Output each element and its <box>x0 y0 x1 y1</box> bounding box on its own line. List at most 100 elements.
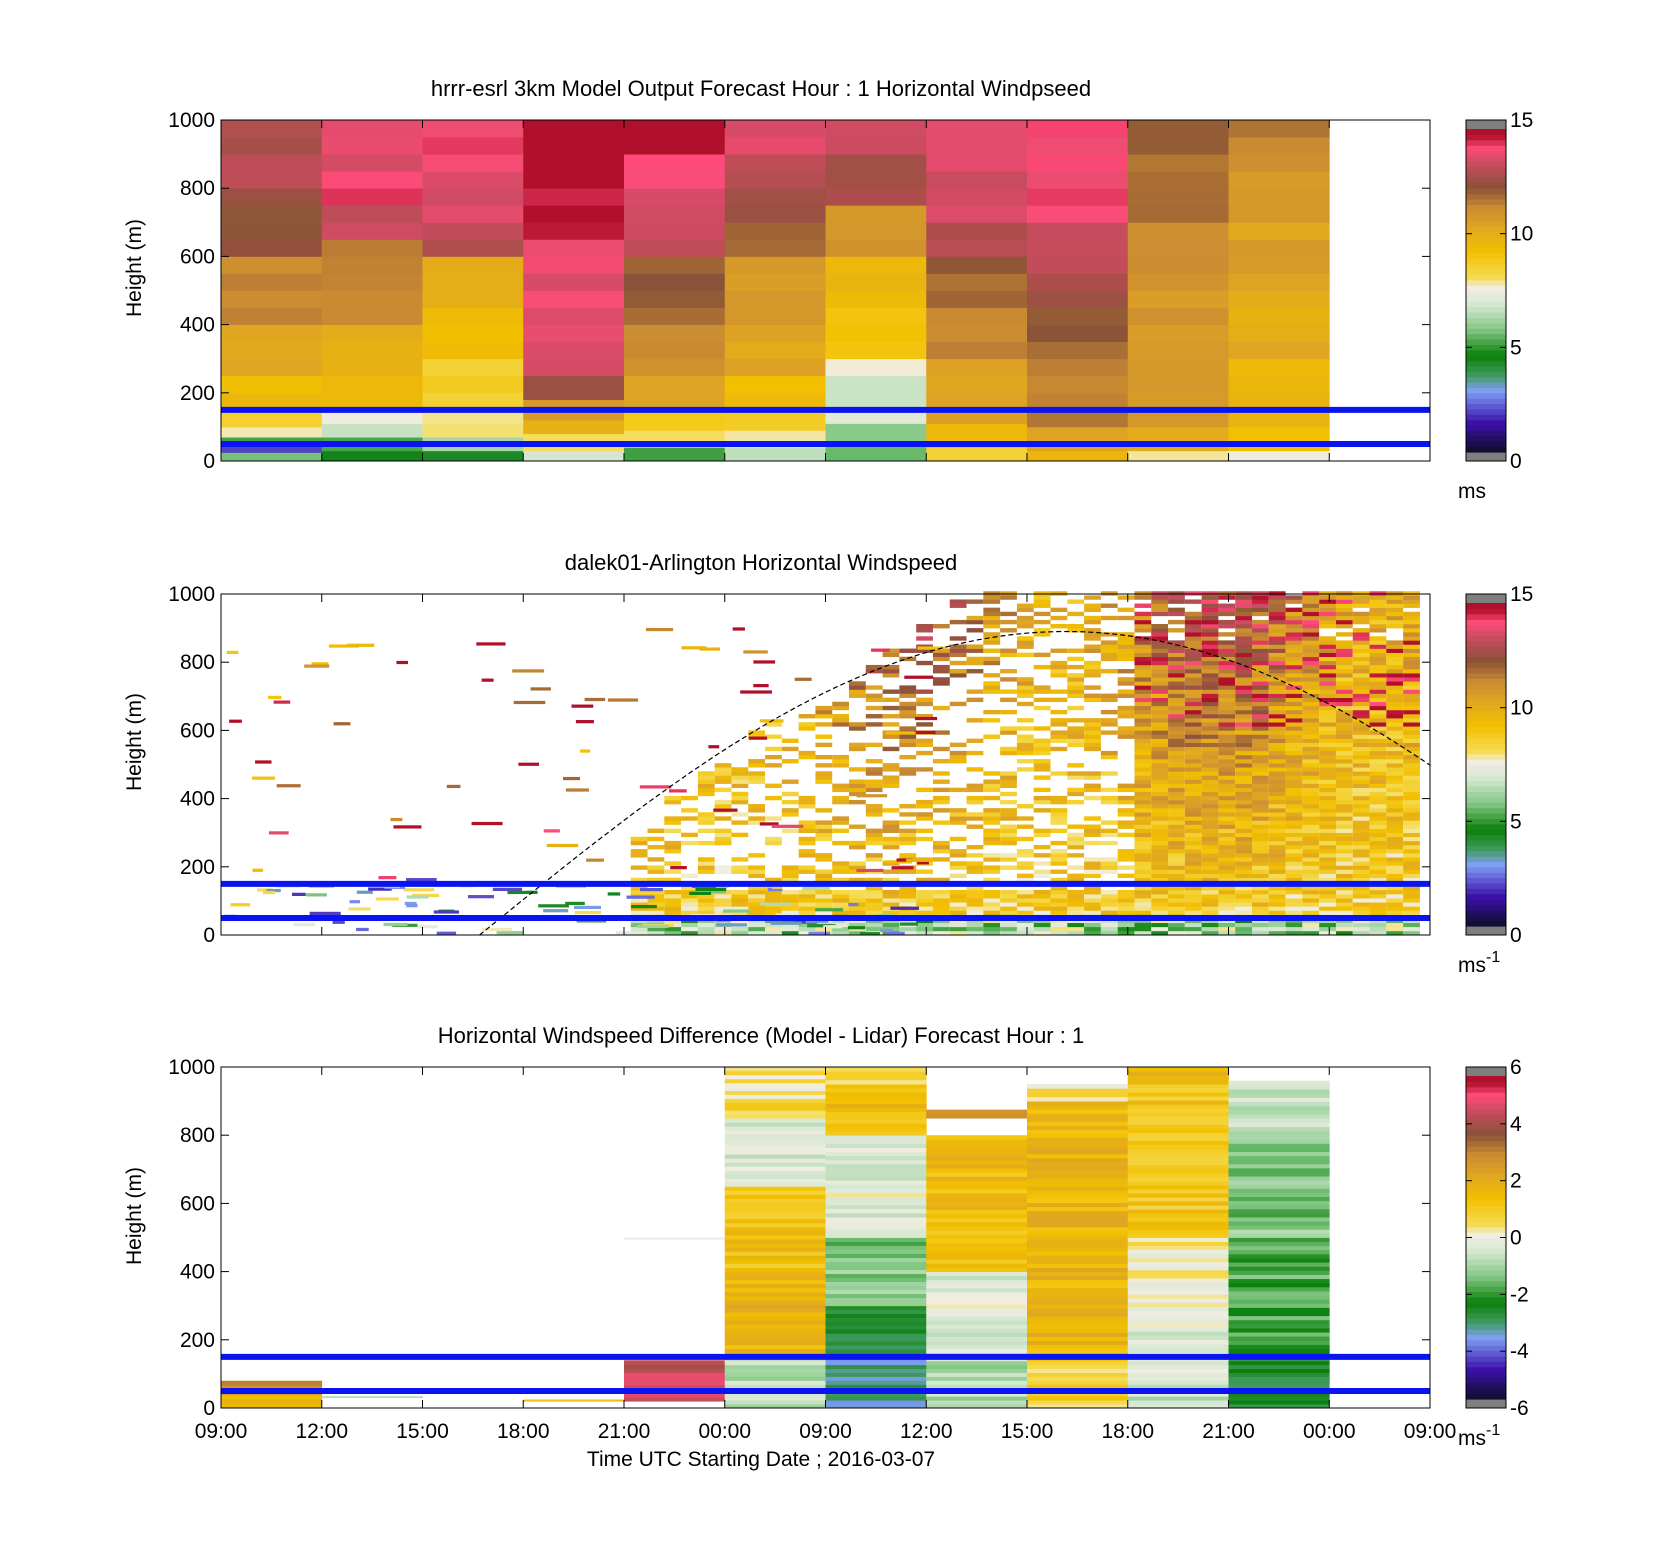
heatmap-cell <box>983 591 1001 596</box>
heatmap-cell <box>724 1198 826 1203</box>
heatmap-cell <box>1403 812 1420 817</box>
heatmap-cell <box>1252 808 1269 813</box>
heatmap-cell <box>1151 722 1169 727</box>
heatmap-cell <box>1201 836 1219 842</box>
heatmap-cell <box>1117 693 1135 698</box>
heatmap-cell <box>899 656 917 662</box>
heatmap-cell <box>1302 660 1320 666</box>
heatmap-cell <box>1228 1274 1330 1280</box>
heatmap-cell <box>1319 857 1336 862</box>
heatmap-cell <box>1127 1084 1229 1089</box>
heatmap-cell <box>865 885 883 891</box>
heatmap-cell <box>724 375 826 394</box>
heatmap-cell <box>926 1242 1028 1248</box>
heatmap-cell <box>1016 865 1034 870</box>
panel-difference: Horizontal Windspeed Difference (Model -… <box>123 1023 1529 1471</box>
heatmap-cell <box>1084 615 1101 621</box>
heatmap-cell <box>1134 726 1152 731</box>
heatmap-cell <box>1369 685 1387 690</box>
heatmap-cell <box>1016 738 1034 743</box>
heatmap-cell <box>1235 910 1253 915</box>
heatmap-cell <box>1268 624 1286 629</box>
heatmap-cell <box>916 697 933 703</box>
heatmap-cell <box>1352 816 1370 821</box>
heatmap-cell <box>844 919 863 923</box>
heatmap-cell <box>1127 290 1229 308</box>
heatmap-cell <box>1016 898 1034 903</box>
heatmap-cell <box>1151 820 1169 825</box>
heatmap-cell <box>1067 742 1085 748</box>
heatmap-cell <box>1027 1109 1129 1114</box>
heatmap-cell <box>681 898 698 903</box>
heatmap-cell <box>949 660 967 666</box>
colorbar-segment <box>1466 435 1506 442</box>
heatmap-cell <box>580 749 591 753</box>
heatmap-cell <box>983 812 1001 817</box>
heatmap-cell <box>1319 722 1336 727</box>
heatmap-cell <box>1302 742 1320 748</box>
heatmap-cell <box>1027 1251 1129 1256</box>
heatmap-cell <box>1403 734 1420 739</box>
heatmap-cell <box>1228 1344 1330 1350</box>
heatmap-cell <box>1000 836 1017 842</box>
heatmap-cell <box>1319 619 1336 625</box>
heatmap-cell <box>832 828 850 833</box>
heatmap-cell <box>865 832 883 838</box>
heatmap-cell <box>1127 1400 1229 1405</box>
heatmap-cell <box>949 930 967 936</box>
heatmap-cell <box>825 392 927 411</box>
heatmap-cell <box>1127 1380 1229 1385</box>
heatmap-cell <box>1184 705 1202 711</box>
heatmap-cell <box>724 1154 826 1159</box>
heatmap-cell <box>724 1348 826 1354</box>
heatmap-cell <box>825 1257 927 1262</box>
heatmap-cell <box>681 808 698 813</box>
heatmap-cell <box>1033 611 1051 617</box>
heatmap-cell <box>1134 746 1152 752</box>
heatmap-cell <box>724 1074 826 1080</box>
heatmap-cell <box>1228 1323 1330 1329</box>
heatmap-cell <box>825 1348 927 1354</box>
heatmap-cell <box>1403 619 1420 625</box>
heatmap-cell <box>887 931 905 936</box>
heatmap-cell <box>1319 746 1336 752</box>
heatmap-cell <box>624 239 726 257</box>
heatmap-cell <box>849 889 866 895</box>
heatmap-cell <box>1228 1360 1330 1366</box>
heatmap-cell <box>724 205 826 223</box>
heatmap-cell <box>1201 783 1219 788</box>
heatmap-cell <box>647 844 665 850</box>
heatmap-cell <box>406 904 418 908</box>
heatmap-cell <box>1252 730 1269 735</box>
heatmap-cell <box>1084 660 1101 666</box>
heatmap-cell <box>815 873 833 879</box>
heatmap-cell <box>1151 689 1169 694</box>
colorbar-segment <box>1466 279 1506 286</box>
heatmap-cell <box>714 836 732 842</box>
heatmap-cell <box>1134 804 1152 809</box>
heatmap-cell <box>1369 709 1387 715</box>
heatmap-cell <box>1000 628 1017 633</box>
heatmap-cell <box>724 1300 826 1305</box>
heatmap-cell <box>731 930 749 936</box>
heatmap-cell <box>1235 898 1253 903</box>
heatmap-cell <box>1369 804 1387 809</box>
heatmap-cell <box>966 865 984 870</box>
heatmap-cell <box>1369 861 1387 866</box>
colorbar-segment <box>1466 812 1506 819</box>
heatmap-cell <box>1117 607 1135 613</box>
heatmap-cell <box>1386 734 1404 739</box>
heatmap-cell <box>1184 849 1202 854</box>
heatmap-cell <box>781 808 799 813</box>
heatmap-cell <box>1235 906 1253 911</box>
heatmap-cell <box>983 673 1001 678</box>
heatmap-cell <box>1403 828 1420 833</box>
heatmap-cell <box>1335 632 1353 637</box>
heatmap-cell <box>899 840 917 846</box>
heatmap-cell <box>1235 722 1253 727</box>
heatmap-cell <box>926 1201 1028 1206</box>
heatmap-cell <box>1201 804 1219 809</box>
heatmap-cell <box>1228 1404 1330 1409</box>
heatmap-cell <box>1127 222 1229 240</box>
heatmap-cell <box>422 307 524 325</box>
